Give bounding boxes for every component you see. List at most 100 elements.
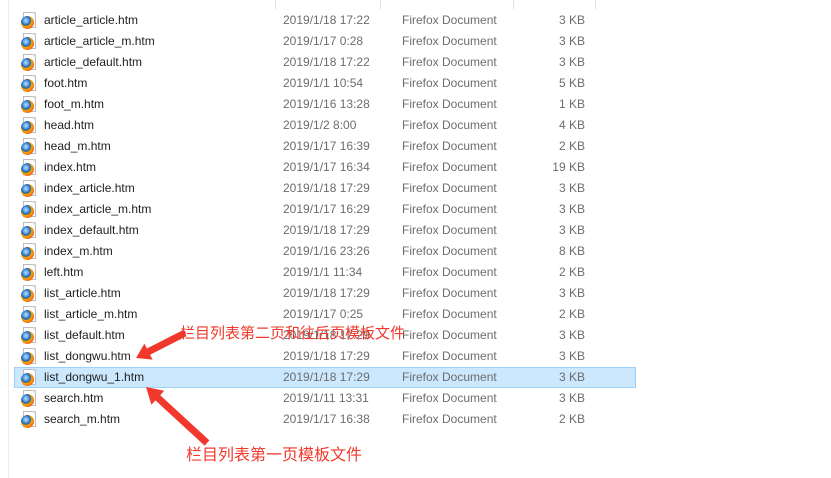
page-fold-corner xyxy=(32,306,36,310)
firefox-document-icon xyxy=(21,138,36,155)
file-date-modified: 2019/1/18 17:29 xyxy=(283,286,370,300)
file-name: head.htm xyxy=(44,118,95,132)
file-name: index.htm xyxy=(44,160,97,174)
file-row[interactable]: list_default.htm 2019/1/18 17:29 Firefox… xyxy=(14,325,636,346)
file-name: foot.htm xyxy=(44,76,88,90)
file-type: Firefox Document xyxy=(402,139,497,153)
file-date-modified: 2019/1/2 8:00 xyxy=(283,118,357,132)
file-row[interactable]: search.htm 2019/1/11 13:31 Firefox Docum… xyxy=(14,388,636,409)
firefox-logo-icon xyxy=(21,415,34,428)
page-fold-corner xyxy=(32,348,36,352)
file-type: Firefox Document xyxy=(402,223,497,237)
file-size: 2 KB xyxy=(558,139,585,153)
firefox-logo-icon xyxy=(21,184,34,197)
file-row[interactable]: article_default.htm 2019/1/18 17:22 Fire… xyxy=(14,52,636,73)
file-list: article_article.htm 2019/1/18 17:22 Fire… xyxy=(0,10,831,430)
firefox-logo-icon xyxy=(21,121,34,134)
file-name: foot_m.htm xyxy=(44,97,105,111)
file-row[interactable]: left.htm 2019/1/1 11:34 Firefox Document… xyxy=(14,262,636,283)
file-date-modified: 2019/1/18 17:29 xyxy=(283,370,370,384)
file-date-modified: 2019/1/18 17:22 xyxy=(283,13,370,27)
file-row[interactable]: list_article_m.htm 2019/1/17 0:25 Firefo… xyxy=(14,304,636,325)
firefox-logo-icon xyxy=(21,79,34,92)
column-divider-name-date xyxy=(275,0,276,9)
file-name: list_article.htm xyxy=(44,286,121,300)
page-fold-corner xyxy=(32,96,36,100)
file-row[interactable]: head_m.htm 2019/1/17 16:39 Firefox Docum… xyxy=(14,136,636,157)
file-size: 3 KB xyxy=(558,370,585,384)
firefox-document-icon xyxy=(21,33,36,50)
file-name: head_m.htm xyxy=(44,139,111,153)
column-divider-size-end xyxy=(595,0,596,9)
file-size: 3 KB xyxy=(558,13,585,27)
file-type: Firefox Document xyxy=(402,13,497,27)
file-row[interactable]: head.htm 2019/1/2 8:00 Firefox Document … xyxy=(14,115,636,136)
file-size: 3 KB xyxy=(558,202,585,216)
firefox-document-icon xyxy=(21,117,36,134)
file-row[interactable]: index_default.htm 2019/1/18 17:29 Firefo… xyxy=(14,220,636,241)
file-date-modified: 2019/1/16 23:26 xyxy=(283,244,370,258)
file-row[interactable]: list_dongwu_1.htm 2019/1/18 17:29 Firefo… xyxy=(14,367,636,388)
file-type: Firefox Document xyxy=(402,160,497,174)
file-size: 3 KB xyxy=(558,349,585,363)
file-size: 2 KB xyxy=(558,412,585,426)
file-size: 3 KB xyxy=(558,391,585,405)
file-size: 3 KB xyxy=(558,223,585,237)
page-fold-corner xyxy=(32,12,36,16)
firefox-logo-icon xyxy=(21,37,34,50)
file-row[interactable]: index.htm 2019/1/17 16:34 Firefox Docume… xyxy=(14,157,636,178)
file-type: Firefox Document xyxy=(402,265,497,279)
firefox-logo-icon xyxy=(21,142,34,155)
firefox-document-icon xyxy=(21,327,36,344)
file-row[interactable]: list_article.htm 2019/1/18 17:29 Firefox… xyxy=(14,283,636,304)
file-name: index_article_m.htm xyxy=(44,202,152,216)
firefox-logo-icon xyxy=(21,205,34,218)
file-date-modified: 2019/1/16 13:28 xyxy=(283,97,370,111)
file-row[interactable]: index_m.htm 2019/1/16 23:26 Firefox Docu… xyxy=(14,241,636,262)
file-row[interactable]: index_article_m.htm 2019/1/17 16:29 Fire… xyxy=(14,199,636,220)
file-row[interactable]: article_article.htm 2019/1/18 17:22 Fire… xyxy=(14,10,636,31)
firefox-logo-icon xyxy=(21,268,34,281)
firefox-document-icon xyxy=(21,411,36,428)
file-type: Firefox Document xyxy=(402,286,497,300)
file-date-modified: 2019/1/17 16:29 xyxy=(283,202,370,216)
file-type: Firefox Document xyxy=(402,349,497,363)
firefox-document-icon xyxy=(21,12,36,29)
file-row[interactable]: search_m.htm 2019/1/17 16:38 Firefox Doc… xyxy=(14,409,636,430)
file-type: Firefox Document xyxy=(402,181,497,195)
file-row[interactable]: list_dongwu.htm 2019/1/18 17:29 Firefox … xyxy=(14,346,636,367)
file-row[interactable]: index_article.htm 2019/1/18 17:29 Firefo… xyxy=(14,178,636,199)
file-row[interactable]: article_article_m.htm 2019/1/17 0:28 Fir… xyxy=(14,31,636,52)
file-name: article_default.htm xyxy=(44,55,143,69)
firefox-document-icon xyxy=(21,75,36,92)
file-date-modified: 2019/1/11 13:31 xyxy=(283,391,369,405)
file-name: search_m.htm xyxy=(44,412,121,426)
firefox-document-icon xyxy=(21,222,36,239)
firefox-document-icon xyxy=(21,285,36,302)
file-size: 19 KB xyxy=(552,160,585,174)
file-type: Firefox Document xyxy=(402,202,497,216)
firefox-logo-icon xyxy=(21,100,34,113)
file-date-modified: 2019/1/18 17:29 xyxy=(283,223,370,237)
file-name: left.htm xyxy=(44,265,84,279)
file-row[interactable]: foot.htm 2019/1/1 10:54 Firefox Document… xyxy=(14,73,636,94)
page-fold-corner xyxy=(32,222,36,226)
page-fold-corner xyxy=(32,75,36,79)
firefox-document-icon xyxy=(21,264,36,281)
file-name: index_default.htm xyxy=(44,223,139,237)
firefox-logo-icon xyxy=(21,394,34,407)
file-row[interactable]: foot_m.htm 2019/1/16 13:28 Firefox Docum… xyxy=(14,94,636,115)
firefox-logo-icon xyxy=(21,247,34,260)
page-fold-corner xyxy=(32,327,36,331)
file-date-modified: 2019/1/17 16:39 xyxy=(283,139,370,153)
firefox-logo-icon xyxy=(21,373,34,386)
page-fold-corner xyxy=(32,54,36,58)
file-date-modified: 2019/1/18 17:22 xyxy=(283,55,370,69)
file-date-modified: 2019/1/17 16:34 xyxy=(283,160,370,174)
file-name: index_m.htm xyxy=(44,244,113,258)
page-fold-corner xyxy=(32,159,36,163)
file-size: 1 KB xyxy=(558,97,585,111)
page-fold-corner xyxy=(32,411,36,415)
firefox-document-icon xyxy=(21,201,36,218)
firefox-logo-icon xyxy=(21,58,34,71)
